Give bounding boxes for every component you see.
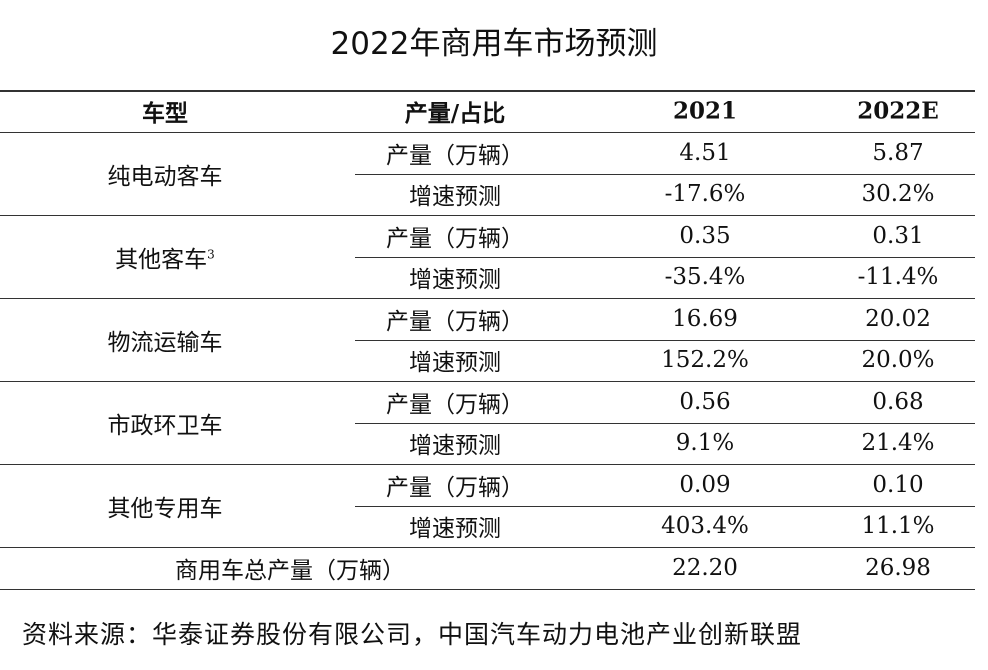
cell: 增速预测	[409, 184, 501, 211]
rule	[0, 215, 975, 216]
group-name: 其他客车	[115, 246, 208, 273]
group-name: 其他专用车	[107, 495, 223, 522]
cell: 11.1%	[861, 513, 935, 540]
cell: 增速预测	[409, 433, 501, 460]
title: 2022年商用车市场预测	[330, 26, 658, 62]
rule	[0, 298, 975, 299]
total-cell: 26.98	[865, 554, 931, 581]
cell: 产量（万辆）	[386, 308, 524, 335]
cell: 产量（万辆）	[386, 142, 524, 169]
rule	[0, 132, 975, 133]
rule	[355, 339, 975, 341]
cell: 增速预测	[409, 516, 501, 543]
cell: -11.4%	[857, 264, 939, 291]
cell: 4.51	[679, 139, 731, 166]
cell: 20.02	[865, 305, 931, 332]
column-header: 产量/占比	[404, 100, 506, 127]
total-cell: 商用车总产量（万辆）	[175, 557, 405, 584]
group-name: 纯电动客车	[107, 163, 223, 190]
column-header: 2022E	[857, 97, 939, 125]
cell: 16.69	[672, 305, 738, 332]
row-group-label: 其他专用车	[108, 489, 223, 523]
rule	[355, 422, 975, 424]
column-header: 车型	[142, 100, 188, 127]
footnote-mark: 3	[207, 246, 215, 261]
column-header: 2021	[672, 97, 738, 125]
cell: -35.4%	[664, 264, 746, 291]
cell: 0.56	[679, 388, 731, 415]
group-name: 市政环卫车	[107, 412, 223, 439]
rule	[0, 464, 975, 465]
cell: -17.6%	[664, 181, 746, 208]
rule	[0, 547, 975, 548]
cell: 产量（万辆）	[386, 225, 524, 252]
cell: 产量（万辆）	[386, 474, 524, 501]
source-note: 资料来源：华泰证券股份有限公司，中国汽车动力电池产业创新联盟	[22, 620, 803, 649]
cell: 20.0%	[861, 347, 935, 374]
cell: 增速预测	[409, 350, 501, 377]
row-group-label: 市政环卫车	[108, 406, 223, 440]
row-group-label: 物流运输车	[108, 323, 223, 357]
cell: 403.4%	[661, 513, 749, 540]
cell: 增速预测	[409, 267, 501, 294]
rule	[0, 381, 975, 382]
cell: 152.2%	[661, 347, 749, 374]
cell: 9.1%	[675, 430, 735, 457]
row-group-label: 纯电动客车	[108, 157, 223, 191]
group-name: 物流运输车	[107, 329, 223, 356]
cell: 0.68	[872, 388, 924, 415]
rule	[0, 90, 975, 92]
cell: 5.87	[872, 139, 924, 166]
rule	[355, 173, 975, 175]
cell: 0.09	[679, 471, 731, 498]
rule	[355, 505, 975, 507]
cell: 30.2%	[861, 181, 935, 208]
cell: 0.31	[872, 222, 924, 249]
cell: 产量（万辆）	[386, 391, 524, 418]
row-group-label: 其他客车3	[115, 240, 215, 274]
total-cell: 22.20	[672, 554, 738, 581]
cell: 21.4%	[861, 430, 935, 457]
rule	[355, 256, 975, 258]
rule	[0, 588, 975, 590]
cell: 0.35	[679, 222, 731, 249]
cell: 0.10	[872, 471, 924, 498]
